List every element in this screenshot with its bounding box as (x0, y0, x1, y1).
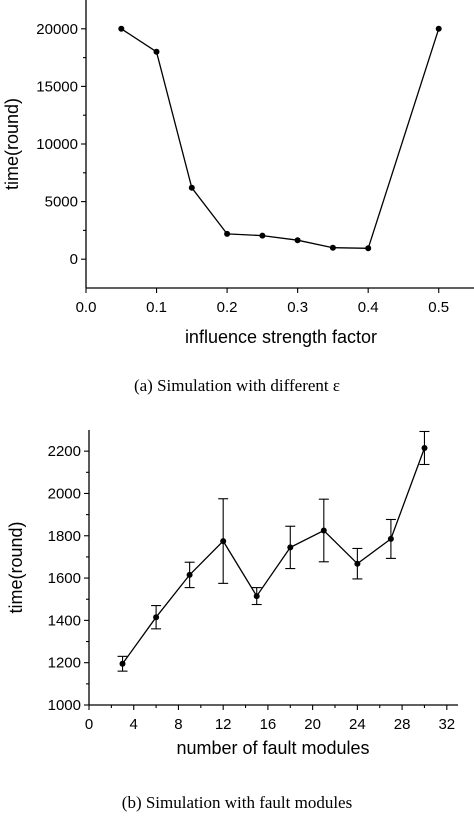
x-tick-label: 32 (438, 716, 455, 733)
y-axis-label: time(round) (6, 521, 26, 613)
figure-caption: (b) Simulation with fault modules (122, 793, 352, 812)
chart-a: 0.0 0.1 0.2 0.3 0.4 0.5 0 5000 10000 15000 20000 in… (2, 0, 474, 395)
x-axis-label: influence strength factor (185, 327, 377, 347)
x-tick-label: 0.1 (146, 299, 167, 316)
x-tick-label: 0.5 (428, 299, 449, 316)
x-tick-label: 4 (130, 716, 138, 733)
x-axis-label: number of fault modules (176, 738, 369, 758)
x-tick-label: 0.0 (76, 299, 97, 316)
x-tick-label: 0.4 (358, 299, 379, 316)
y-tick-label: 1000 (48, 697, 81, 714)
series-line (120, 28, 440, 249)
x-tick-label: 0 (85, 716, 93, 733)
y-tick-label: 2000 (48, 485, 81, 502)
data-point (118, 25, 125, 32)
data-point (186, 571, 193, 578)
y-tick-label: 15000 (36, 78, 78, 95)
y-tick-label: 1800 (48, 528, 81, 545)
data-point (421, 445, 428, 451)
data-point (253, 593, 260, 600)
x-tick-label: 0.3 (287, 299, 308, 316)
data-point (153, 48, 160, 55)
data-point (259, 232, 266, 239)
figure-caption: (a) Simulation with different ε (134, 376, 340, 395)
data-point (354, 560, 361, 567)
x-tick-label: 24 (349, 716, 366, 733)
data-point (329, 244, 336, 251)
data-point (224, 230, 231, 237)
y-tick-label: 2200 (48, 443, 81, 460)
series-line (121, 447, 426, 665)
y-tick-label: 1600 (48, 570, 81, 587)
y-tick-label: 0 (70, 251, 78, 268)
y-tick-label: 1400 (48, 612, 81, 629)
y-tick-label: 1200 (48, 655, 81, 672)
data-point (153, 614, 160, 621)
data-point (320, 527, 327, 534)
data-point (287, 544, 294, 551)
data-point (435, 25, 442, 32)
x-tick-label: 12 (215, 716, 232, 733)
x-tick-label: 8 (174, 716, 182, 733)
x-tick-label: 28 (394, 716, 411, 733)
x-tick-label: 16 (260, 716, 277, 733)
data-point (220, 538, 227, 545)
chart-b: 0 4 8 12 16 20 24 28 32 1000 1200 1400 1600 1800 2000 2… (6, 430, 458, 812)
data-point (188, 184, 195, 191)
y-tick-label: 5000 (45, 194, 78, 211)
y-tick-label: 10000 (36, 136, 78, 153)
x-tick-label: 0.2 (217, 299, 238, 316)
data-point (294, 237, 301, 244)
data-point (119, 660, 126, 667)
data-point (387, 535, 394, 542)
y-tick-label: 20000 (36, 21, 78, 38)
y-axis-label: time(round) (2, 98, 22, 190)
x-tick-label: 20 (304, 716, 321, 733)
data-point (365, 245, 372, 252)
